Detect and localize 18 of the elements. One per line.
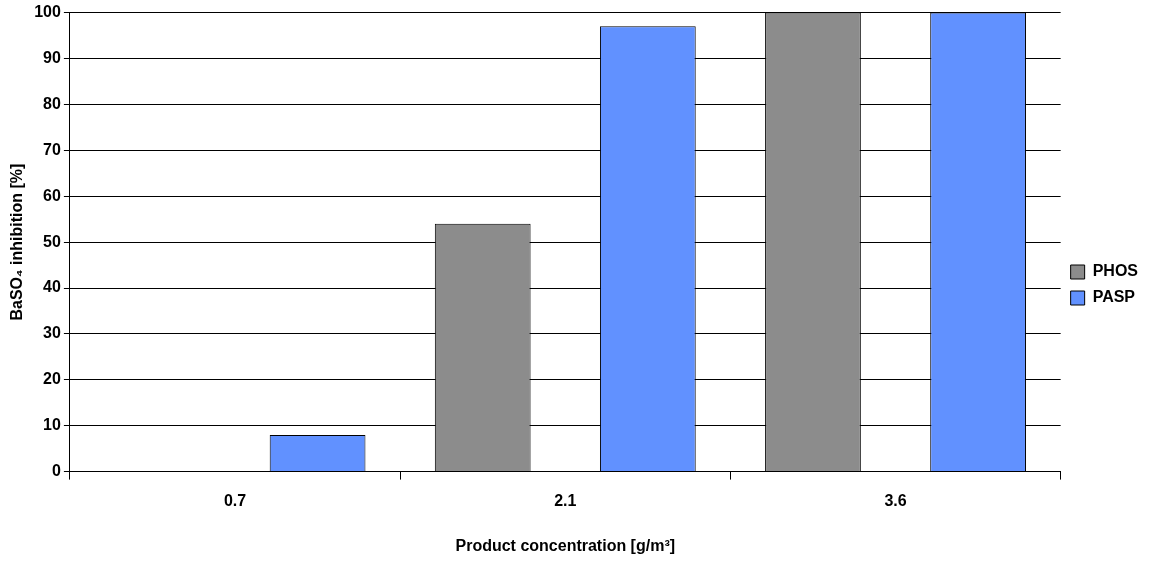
y-tick-label: 60: [43, 186, 61, 204]
y-tick-label: 80: [43, 94, 61, 112]
y-tick-label: 10: [43, 416, 61, 434]
x-tick-label: 2.1: [554, 491, 577, 509]
y-tick-label: 20: [43, 370, 61, 388]
y-tick-label: 50: [43, 232, 61, 250]
legend-label: PHOS: [1092, 262, 1139, 280]
legend-label: PASP: [1092, 288, 1136, 306]
y-tick-label: 100: [34, 3, 61, 21]
y-tick-label: 90: [43, 48, 61, 66]
x-tick-label: 0.7: [223, 491, 247, 509]
y-axis-title: BaSO₄ inhibition [%]: [8, 163, 26, 321]
x-axis-title: Product concentration [g/m³]: [455, 536, 676, 554]
y-tick-label: 30: [43, 324, 61, 342]
y-tick-label: 70: [43, 140, 61, 158]
x-tick-label: 3.6: [884, 491, 907, 509]
y-tick-label: 40: [43, 278, 61, 296]
y-tick-label: 0: [51, 462, 61, 480]
